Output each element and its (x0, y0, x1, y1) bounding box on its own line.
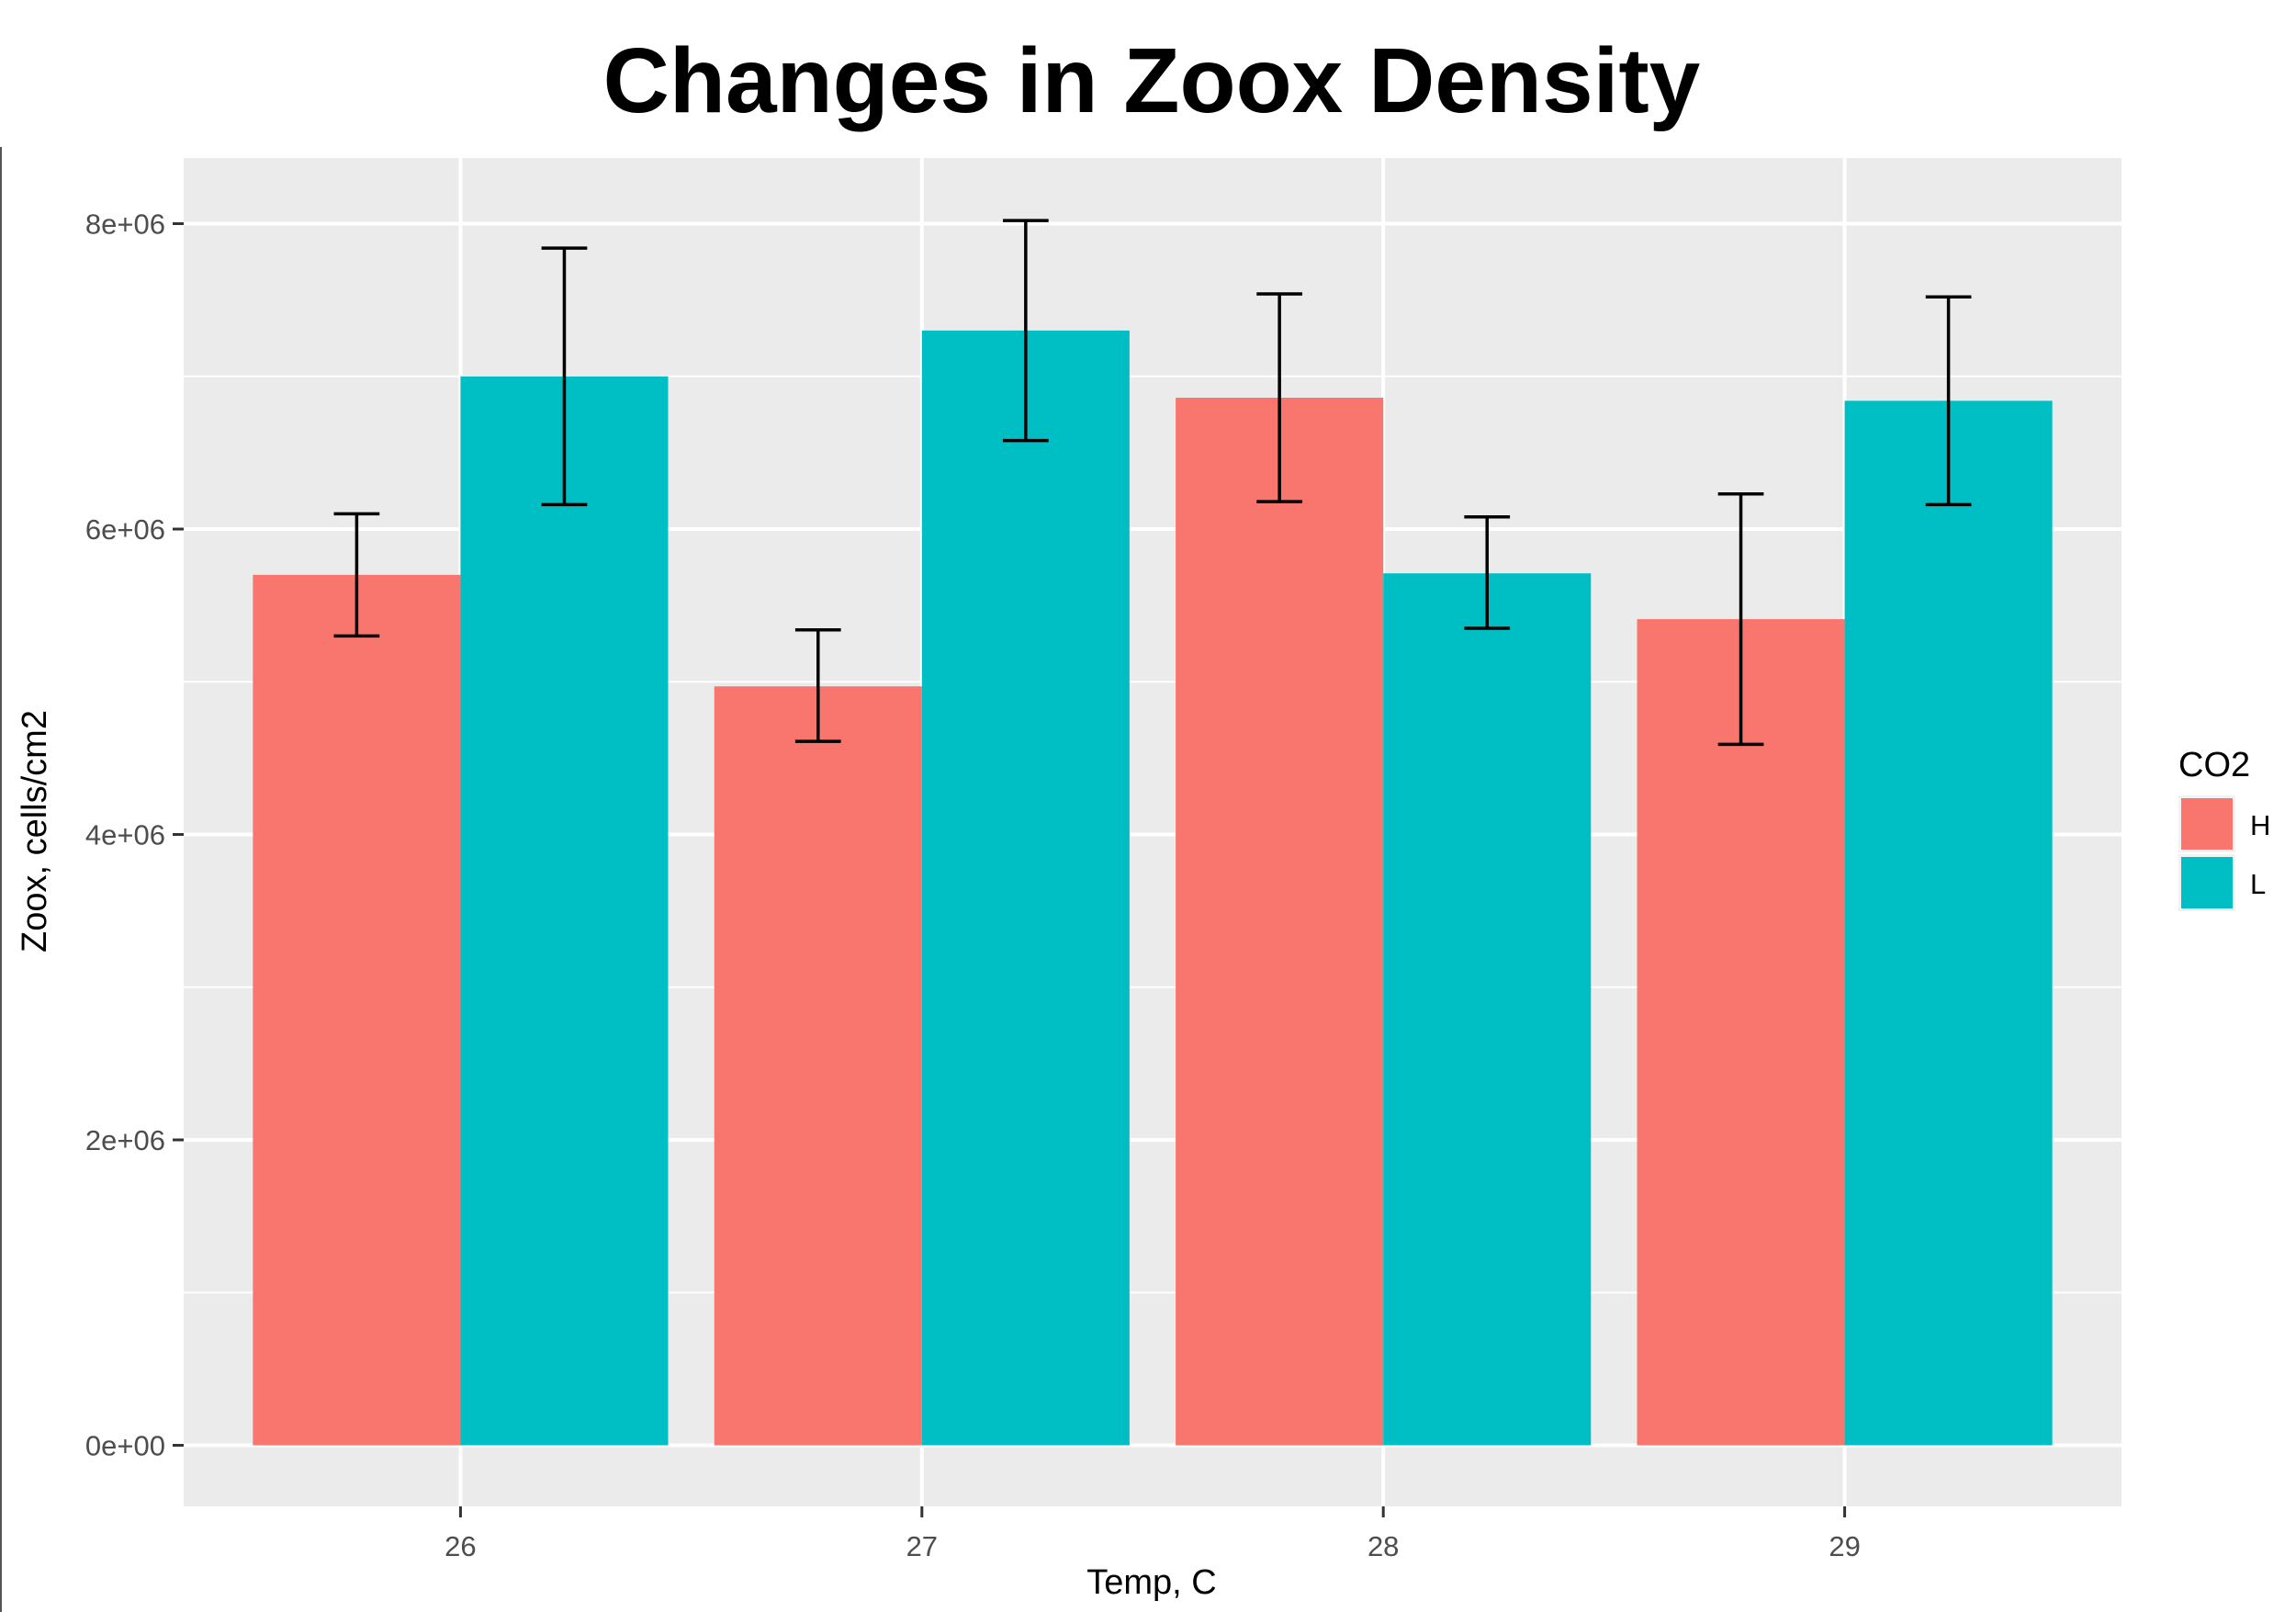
error-bars-group (333, 219, 1972, 747)
legend-swatch-L (2181, 857, 2233, 908)
left-border-line (0, 147, 2, 1612)
y-tick-label: 8e+06 (85, 208, 165, 240)
bar-H-27 (714, 686, 922, 1446)
legend-label-H: H (2250, 809, 2270, 841)
y-tick-label: 0e+00 (85, 1429, 165, 1461)
bar-L-26 (460, 376, 669, 1446)
bar-H-26 (253, 574, 461, 1446)
y-tick-label: 6e+06 (85, 513, 165, 546)
legend-label-L: L (2250, 868, 2266, 900)
x-tick-label: 27 (906, 1530, 938, 1562)
x-tick-label: 29 (1829, 1530, 1860, 1562)
bar-L-27 (921, 330, 1130, 1446)
bar-L-28 (1383, 573, 1592, 1446)
x-tick-label: 28 (1367, 1530, 1399, 1562)
chart-title: Changes in Zoox Density (603, 29, 1701, 132)
bars-group (253, 330, 2053, 1446)
y-axis-label: Zoox, cells/cm2 (16, 710, 54, 953)
bar-H-28 (1176, 398, 1384, 1446)
legend-title: CO2 (2178, 746, 2250, 784)
bar-H-29 (1637, 619, 1845, 1446)
y-tick-label: 4e+06 (85, 818, 165, 851)
y-axis: 0e+00 2e+06 4e+06 6e+06 8e+06 (85, 208, 184, 1461)
legend: CO2 HL (2178, 746, 2270, 911)
x-tick-label: 26 (445, 1530, 476, 1562)
x-axis: 26 27 28 29 (445, 1506, 1861, 1562)
bar-L-29 (1844, 400, 2053, 1446)
y-tick-label: 2e+06 (85, 1124, 165, 1156)
legend-swatch-H (2181, 798, 2233, 850)
x-axis-label: Temp, C (1086, 1563, 1216, 1602)
